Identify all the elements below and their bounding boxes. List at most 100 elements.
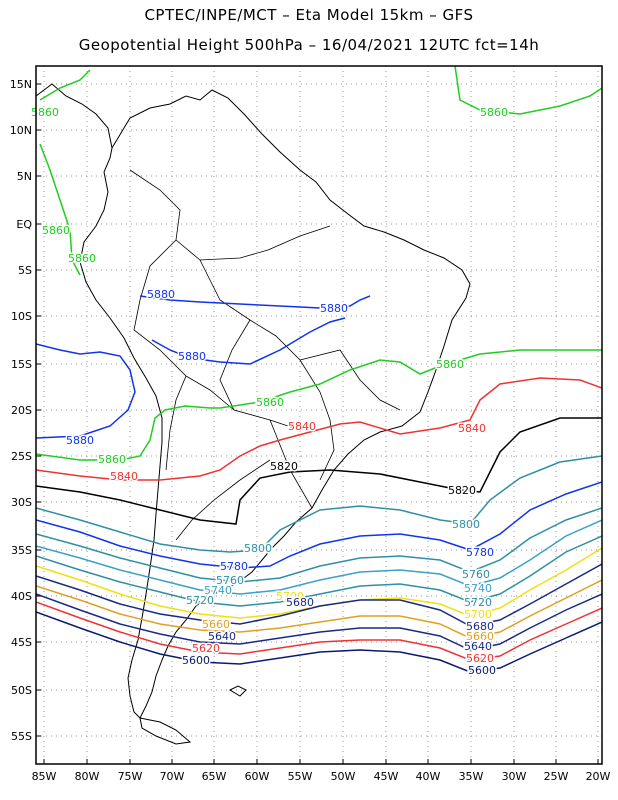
contour-labels: 5880 5880 5880 5880 5860 5860 5860 5860 5860 5860… <box>30 105 510 679</box>
contour-5880 <box>139 295 371 309</box>
contour-label-5820: 5820 <box>270 460 298 473</box>
contour-label-5860: 5860 <box>31 106 59 119</box>
lon-tick-label: 65W <box>202 770 227 783</box>
contour-5620 <box>36 601 602 661</box>
lat-tick-label: 10S <box>11 310 32 323</box>
lat-tick-label: 20S <box>11 404 32 417</box>
contour-label-5620: 5620 <box>466 652 494 665</box>
contour-label-5740: 5740 <box>464 582 492 595</box>
contour-5800 <box>36 455 602 553</box>
contour-label-5740: 5740 <box>204 584 232 597</box>
falkland-islands <box>228 685 247 697</box>
contour-label-5680: 5680 <box>286 596 314 609</box>
lon-tick-label: 25W <box>544 770 569 783</box>
contour-label-5820: 5820 <box>448 484 476 497</box>
lon-tick-label: 20W <box>586 770 611 783</box>
contour-label-5700: 5700 <box>276 590 304 603</box>
lat-tick-label: 15S <box>11 358 32 371</box>
lon-tick-label: 75W <box>118 770 143 783</box>
contour-5860 <box>39 143 81 276</box>
contour-label-5840: 5840 <box>110 470 138 483</box>
contour-label-5760: 5760 <box>216 574 244 587</box>
map-title: CPTEC/INPE/MCT – Eta Model 15km – GFS <box>144 6 474 24</box>
contour-5660 <box>36 579 602 639</box>
lon-tick-label: 40W <box>416 770 441 783</box>
lon-tick-label: 30W <box>502 770 527 783</box>
contour-label-5840: 5840 <box>458 422 486 435</box>
contour-label-5860: 5860 <box>42 224 70 237</box>
contour-label-5640: 5640 <box>464 640 492 653</box>
lon-tick-label: 85W <box>32 770 57 783</box>
latitude-tick-labels: 15N 10N 5N EQ 5S 10S 15S 20S 25S 30S 35S 40S 45S 50S 5… <box>10 78 41 743</box>
contour-5860 <box>219 349 602 409</box>
contour-label-5880: 5880 <box>320 302 348 315</box>
contour-lines <box>36 66 602 673</box>
contour-label-5860: 5860 <box>256 396 284 409</box>
contour-label-5760: 5760 <box>462 568 490 581</box>
contour-label-5880: 5880 <box>147 288 175 301</box>
contour-label-5860: 5860 <box>480 106 508 119</box>
contour-label-5720: 5720 <box>186 594 214 607</box>
contour-5860 <box>36 405 220 461</box>
lon-tick-label: 60W <box>245 770 270 783</box>
lat-tick-label: 30S <box>11 496 32 509</box>
contour-5860 <box>39 69 91 101</box>
contour-label-5860: 5860 <box>68 252 96 265</box>
lat-tick-label: 50S <box>11 684 32 697</box>
contour-label-5720: 5720 <box>464 596 492 609</box>
contour-label-5660: 5660 <box>466 630 494 643</box>
contour-5720 <box>36 535 602 607</box>
lat-tick-label: 35S <box>11 544 32 557</box>
lon-tick-label: 55W <box>288 770 313 783</box>
coastline-layer <box>36 83 471 745</box>
contour-label-5600: 5600 <box>182 654 210 667</box>
contour-label-5800: 5800 <box>452 518 480 531</box>
tierra-del-fuego <box>139 717 192 745</box>
contour-5880 <box>151 317 346 365</box>
contour-5840 <box>36 377 602 481</box>
lat-tick-label: 5S <box>18 264 32 277</box>
country-borders <box>129 169 401 541</box>
lon-tick-label: 45W <box>374 770 399 783</box>
contour-5780 <box>36 481 602 569</box>
lat-tick-label: 10N <box>10 124 32 137</box>
lat-tick-label: EQ <box>16 218 32 231</box>
contour-5640 <box>36 593 602 651</box>
map-frame <box>35 65 603 765</box>
contour-label-5660: 5660 <box>202 618 230 631</box>
contour-5680 <box>36 563 602 627</box>
contour-5600 <box>36 611 602 673</box>
lat-tick-label: 25S <box>11 450 32 463</box>
contour-label-5860: 5860 <box>436 358 464 371</box>
contour-5880 <box>36 343 136 439</box>
lat-tick-label: 5N <box>17 170 32 183</box>
contour-label-5680: 5680 <box>466 620 494 633</box>
central-america-outline <box>36 83 113 149</box>
contour-5740 <box>36 519 602 595</box>
contour-label-5840: 5840 <box>288 420 316 433</box>
south-america-outline <box>79 89 471 719</box>
lon-tick-label: 70W <box>160 770 185 783</box>
lat-tick-label: 15N <box>10 78 32 91</box>
contour-label-5880: 5880 <box>66 434 94 447</box>
contour-label-5700: 5700 <box>464 608 492 621</box>
contour-label-5800: 5800 <box>244 542 272 555</box>
lon-tick-label: 50W <box>331 770 356 783</box>
contour-label-5640: 5640 <box>208 630 236 643</box>
contour-5820 <box>36 417 602 525</box>
longitude-tick-labels: 85W 80W 75W 70W 65W 60W 55W 50W 45W 40W 35W 30W 25W 2… <box>32 759 611 783</box>
contour-label-5860: 5860 <box>98 453 126 466</box>
contour-5760 <box>36 507 602 583</box>
lat-tick-label: 55S <box>11 730 32 743</box>
contour-5860 <box>454 66 602 115</box>
contour-label-5880: 5880 <box>178 350 206 363</box>
contour-label-5780: 5780 <box>220 560 248 573</box>
lat-tick-label: 40S <box>11 590 32 603</box>
lat-tick-label: 45S <box>11 636 32 649</box>
map-subtitle: Geopotential Height 500hPa – 16/04/2021 … <box>78 36 540 54</box>
lon-tick-label: 35W <box>459 770 484 783</box>
contour-label-5780: 5780 <box>466 546 494 559</box>
contour-label-5620: 5620 <box>192 642 220 655</box>
lon-tick-label: 80W <box>75 770 100 783</box>
